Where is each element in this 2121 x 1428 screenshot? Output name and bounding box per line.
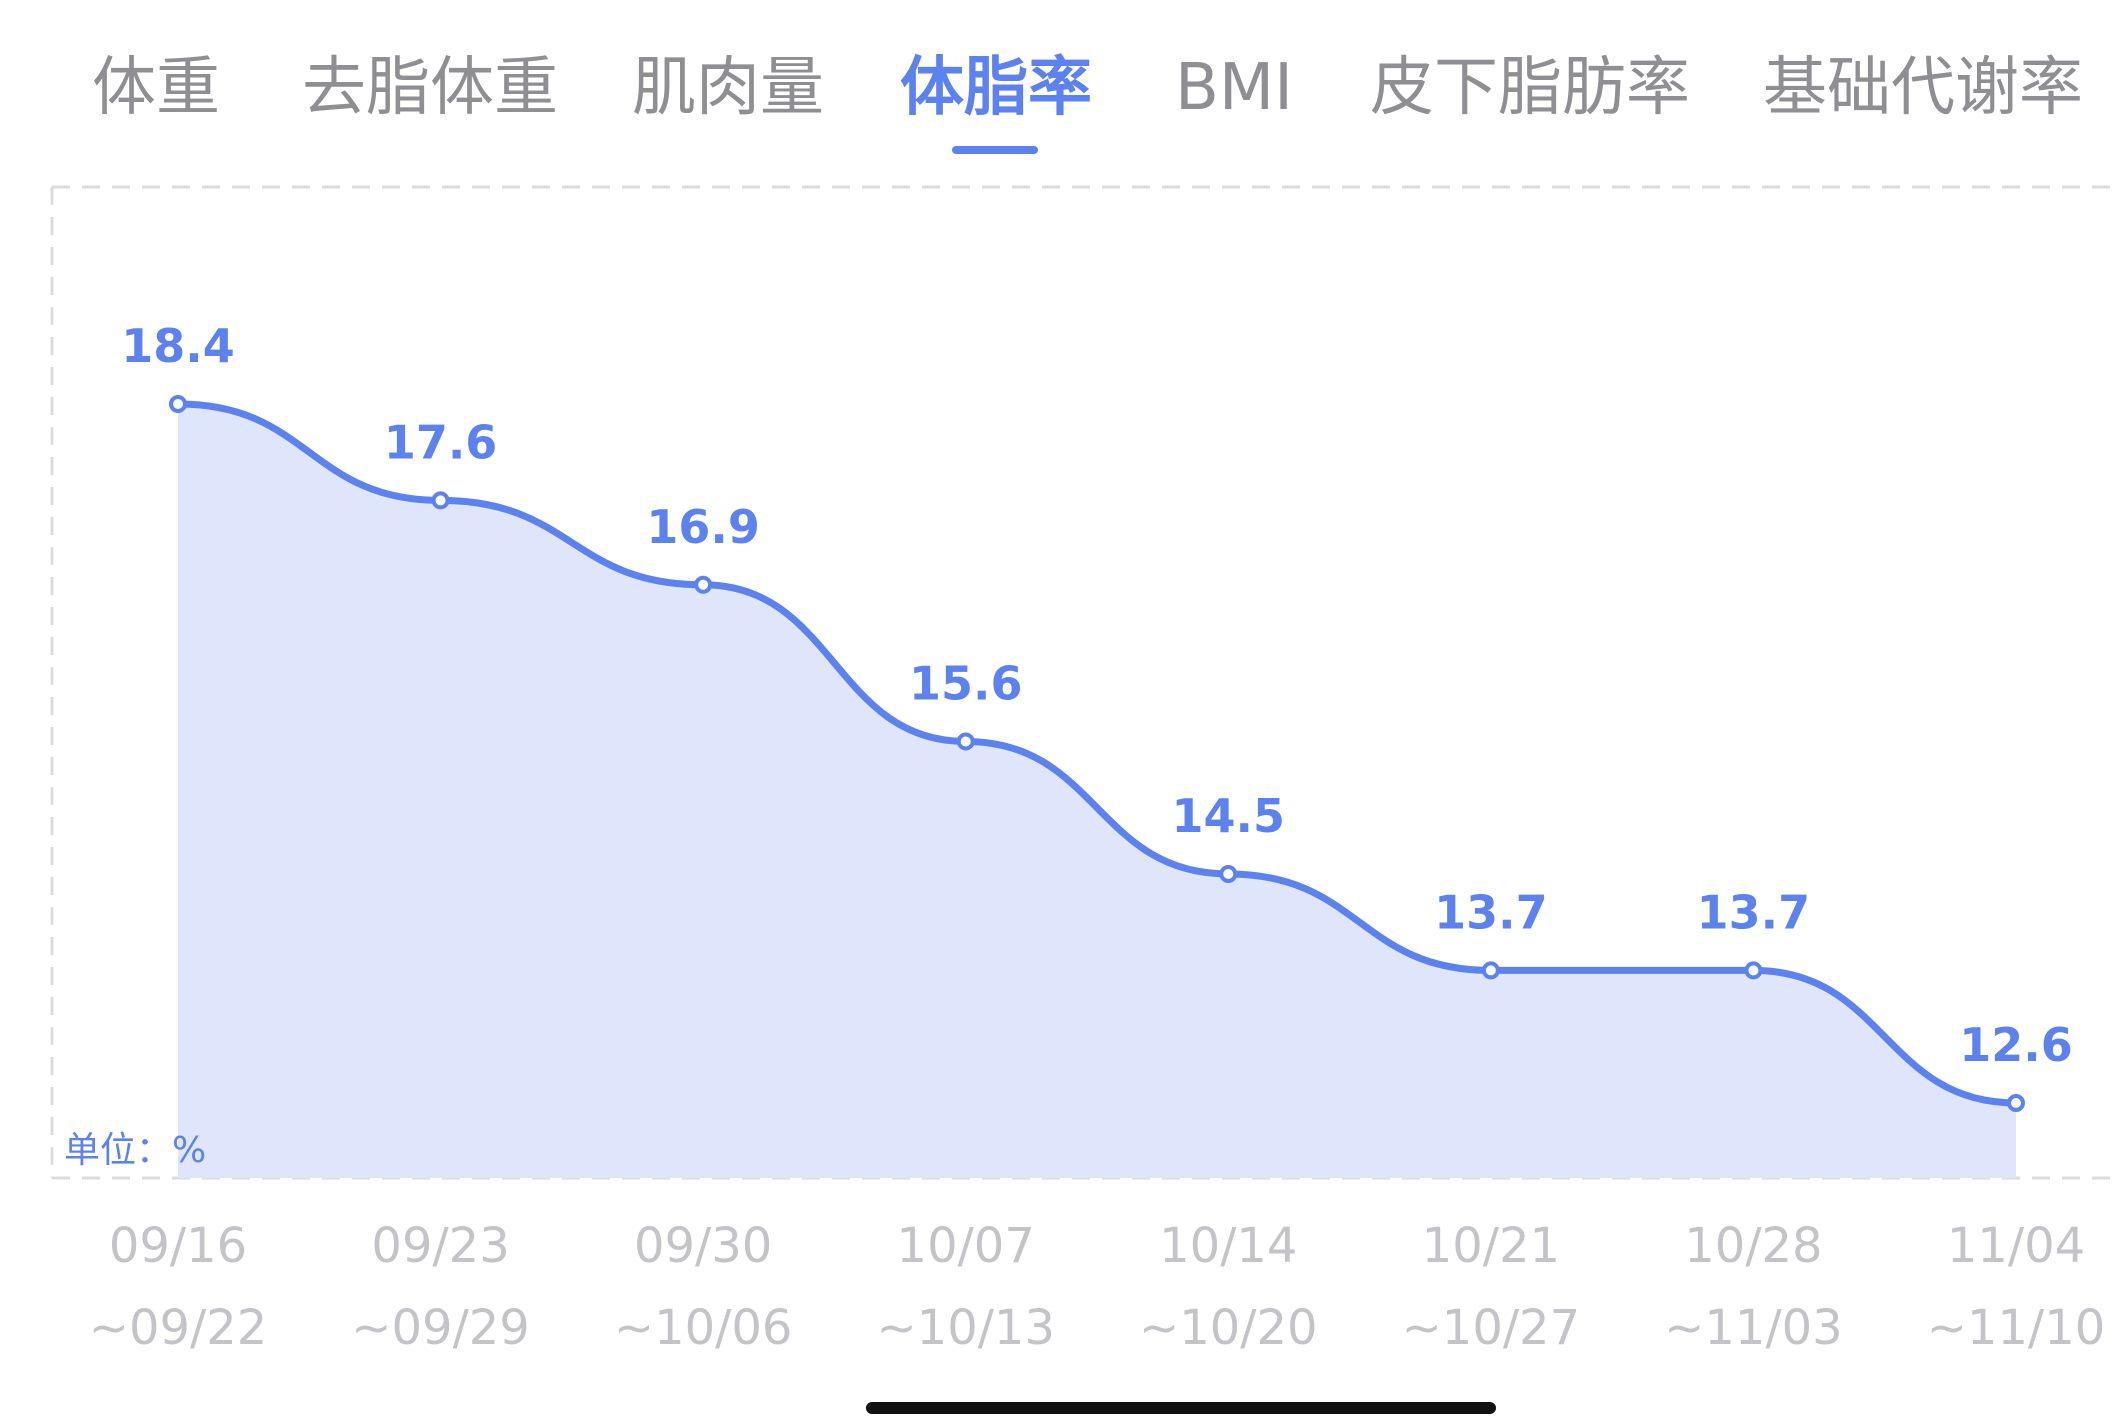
data-label: 18.4	[121, 319, 235, 373]
x-tick-label-start: 10/07	[897, 1218, 1035, 1274]
x-tick-label-end: ~10/13	[876, 1300, 1055, 1356]
tab-weight[interactable]: 体重	[92, 51, 220, 125]
tab-body-fat-rate[interactable]: 体脂率	[900, 51, 1092, 125]
x-tick-label-start: 11/04	[1947, 1218, 2085, 1274]
tab-lean-body-mass[interactable]: 去脂体重	[302, 51, 558, 125]
x-tick-label-end: ~10/06	[614, 1300, 793, 1356]
x-tick-label-start: 09/30	[634, 1218, 772, 1274]
data-point	[431, 491, 450, 510]
data-labels: 18.4 17.6 16.9 15.6 14.5 13.7 13.7 12.6	[121, 319, 2073, 1072]
metric-tabs: 体重 去脂体重 肌肉量 体脂率 BMI 皮下脂肪率 基础代谢率	[0, 0, 2121, 170]
active-tab-indicator	[952, 146, 1038, 154]
tab-muscle-mass[interactable]: 肌肉量	[632, 51, 824, 125]
x-axis-ticks: 09/16 ~09/22 09/23 ~09/29 09/30 ~10/06 10/07 ~1…	[89, 1218, 2106, 1356]
x-tick-label-end: ~10/20	[1139, 1300, 1318, 1356]
x-tick-label-start: 09/23	[371, 1218, 509, 1274]
data-label: 17.6	[384, 415, 498, 469]
x-tick-label-end: ~09/22	[89, 1300, 268, 1356]
x-tick-label-end: ~09/29	[351, 1300, 530, 1356]
data-label: 13.7	[1697, 885, 1811, 939]
data-points	[169, 395, 2025, 1112]
data-point	[2007, 1094, 2025, 1112]
data-label: 14.5	[1172, 789, 1286, 843]
tab-subcutaneous-fat-rate[interactable]: 皮下脂肪率	[1370, 51, 1690, 125]
data-label: 15.6	[909, 656, 1023, 710]
data-label: 16.9	[646, 500, 760, 554]
tab-bmi[interactable]: BMI	[1175, 51, 1293, 125]
home-indicator	[866, 1402, 1496, 1414]
data-point	[956, 732, 975, 751]
series-line	[174, 400, 2020, 1107]
tab-basal-metabolic-rate[interactable]: 基础代谢率	[1763, 51, 2083, 125]
area-fill	[178, 404, 2016, 1178]
x-tick-label-end: ~11/03	[1664, 1300, 1843, 1356]
x-tick-label-start: 09/16	[109, 1218, 247, 1274]
data-point	[1481, 961, 1500, 980]
x-tick-label-start: 10/28	[1684, 1218, 1822, 1274]
data-label: 13.7	[1434, 885, 1548, 939]
data-point	[1744, 961, 1763, 980]
x-tick-label-end: ~11/10	[1927, 1300, 2106, 1356]
data-point	[694, 575, 713, 594]
data-label: 12.6	[1959, 1018, 2073, 1072]
x-tick-label-start: 10/14	[1159, 1218, 1297, 1274]
data-point	[1219, 865, 1238, 884]
x-tick-label-start: 10/21	[1422, 1218, 1560, 1274]
unit-label: 单位：%	[64, 1130, 206, 1171]
x-tick-label-end: ~10/27	[1402, 1300, 1581, 1356]
data-point	[169, 395, 187, 413]
